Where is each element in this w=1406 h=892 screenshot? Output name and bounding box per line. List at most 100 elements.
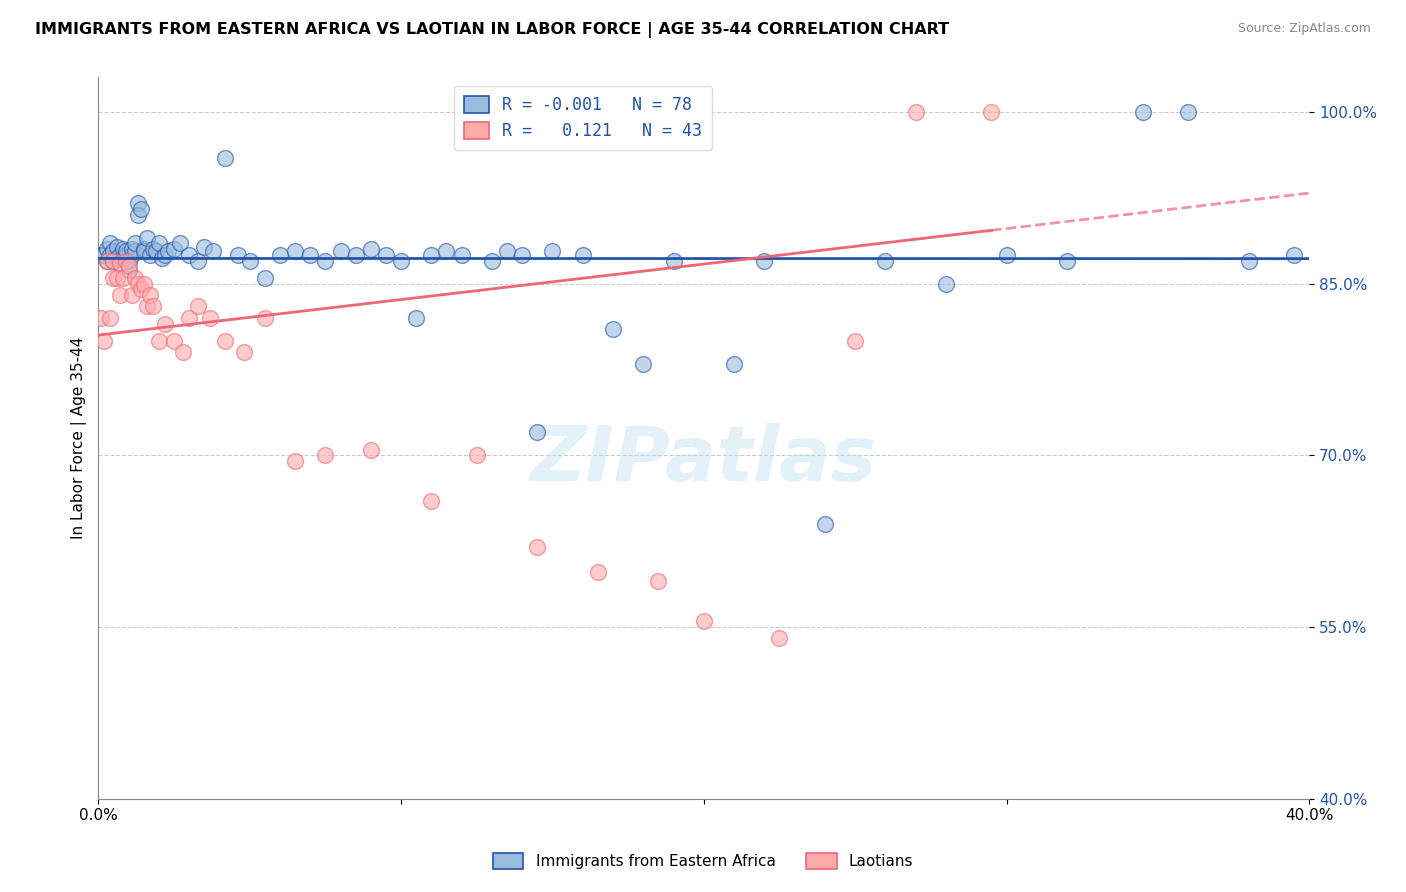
Point [360, 242, 382, 256]
Text: Source: ZipAtlas.com: Source: ZipAtlas.com [1237, 22, 1371, 36]
Point [150, 252, 173, 266]
Point [96, 242, 118, 256]
Point [100, 248, 122, 262]
Legend: R = -0.001   N = 78, R =   0.121   N = 43: R = -0.001 N = 78, R = 0.121 N = 43 [454, 86, 711, 151]
Point [117, 262, 139, 277]
Point [121, 248, 143, 262]
Point [723, 357, 745, 371]
Point [450, 248, 472, 262]
Point [187, 253, 209, 268]
Point [103, 244, 125, 259]
Point [148, 334, 170, 348]
Point [389, 253, 412, 268]
Point [108, 256, 131, 270]
Point [132, 242, 155, 256]
Point [405, 310, 427, 325]
Point [108, 248, 131, 262]
Point [114, 253, 136, 268]
Point [124, 270, 146, 285]
Point [647, 574, 669, 589]
Point [344, 248, 367, 262]
Point [132, 277, 155, 291]
Point [602, 322, 624, 336]
Point [1132, 104, 1154, 119]
Point [314, 448, 336, 462]
Point [100, 310, 122, 325]
Point [436, 244, 458, 259]
Point [200, 310, 222, 325]
Point [284, 244, 307, 259]
Point [129, 282, 152, 296]
Point [586, 565, 609, 579]
Point [193, 240, 215, 254]
Point [121, 288, 143, 302]
Point [135, 231, 157, 245]
Point [814, 516, 837, 531]
Point [214, 334, 236, 348]
Point [117, 260, 139, 274]
Point [1282, 248, 1305, 262]
Point [232, 345, 254, 359]
Point [105, 240, 128, 254]
Legend: Immigrants from Eastern Africa, Laotians: Immigrants from Eastern Africa, Laotians [486, 847, 920, 875]
Point [980, 104, 1002, 119]
Point [299, 248, 322, 262]
Point [187, 300, 209, 314]
Text: IMMIGRANTS FROM EASTERN AFRICA VS LAOTIAN IN LABOR FORCE | AGE 35-44 CORRELATION: IMMIGRANTS FROM EASTERN AFRICA VS LAOTIA… [35, 22, 949, 38]
Point [127, 277, 149, 291]
Point [153, 317, 176, 331]
Point [329, 244, 352, 259]
Point [284, 454, 307, 468]
Point [142, 242, 165, 256]
Point [541, 244, 564, 259]
Point [253, 310, 276, 325]
Point [995, 248, 1018, 262]
Text: ZIPatlas: ZIPatlas [531, 423, 877, 497]
Point [179, 248, 201, 262]
Point [93, 334, 115, 348]
Point [253, 270, 276, 285]
Point [526, 425, 548, 440]
Point [108, 256, 131, 270]
Point [139, 288, 162, 302]
Point [935, 277, 957, 291]
Point [631, 357, 654, 371]
Point [114, 248, 136, 262]
Point [124, 236, 146, 251]
Point [1237, 253, 1260, 268]
Point [844, 334, 866, 348]
Point [314, 253, 336, 268]
Point [93, 248, 115, 262]
Point [481, 253, 503, 268]
Point [103, 270, 125, 285]
Point [114, 244, 136, 259]
Point [179, 310, 201, 325]
Point [100, 236, 122, 251]
Point [420, 494, 443, 508]
Point [148, 236, 170, 251]
Point [142, 300, 165, 314]
Y-axis label: In Labor Force | Age 35-44: In Labor Force | Age 35-44 [72, 337, 87, 540]
Point [768, 632, 790, 646]
Point [105, 270, 128, 285]
Point [875, 253, 897, 268]
Point [163, 334, 186, 348]
Point [111, 252, 134, 266]
Point [510, 248, 533, 262]
Point [1177, 104, 1199, 119]
Point [269, 248, 291, 262]
Point [202, 244, 225, 259]
Point [103, 253, 125, 268]
Point [239, 253, 262, 268]
Point [163, 242, 186, 256]
Point [90, 310, 112, 325]
Point [214, 151, 236, 165]
Point [135, 300, 157, 314]
Point [139, 248, 162, 262]
Point [96, 253, 118, 268]
Point [132, 244, 155, 259]
Point [111, 242, 134, 256]
Point [90, 248, 112, 262]
Point [127, 196, 149, 211]
Point [360, 442, 382, 457]
